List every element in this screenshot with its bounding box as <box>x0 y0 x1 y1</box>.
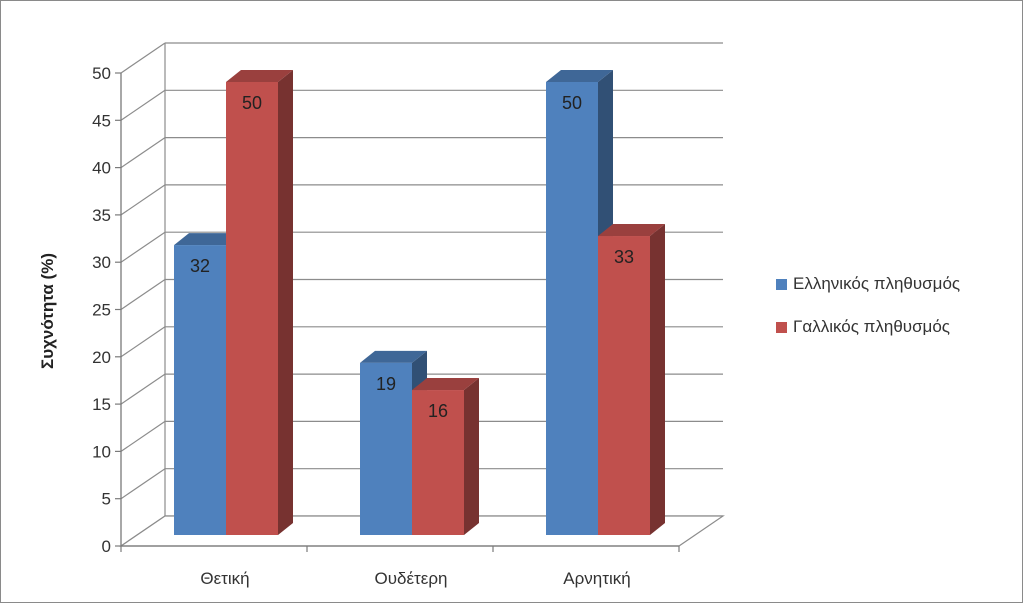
bar <box>174 245 226 535</box>
gridline-connector <box>120 42 166 74</box>
data-labels: 32 50 19 16 50 33 <box>190 93 634 421</box>
bar <box>412 390 464 535</box>
gridline-connector <box>120 279 166 310</box>
gridline-connector <box>120 184 166 216</box>
gridline-connector <box>120 373 166 405</box>
y-tick-label: 30 <box>92 253 111 272</box>
legend-label: Γαλλικός πληθυσμός <box>793 317 950 336</box>
data-label: 19 <box>376 374 396 394</box>
y-tick-label: 20 <box>92 348 111 367</box>
data-label: 33 <box>614 247 634 267</box>
y-tick-label: 50 <box>92 64 111 83</box>
bar-top <box>412 378 479 391</box>
bar-top <box>226 70 293 82</box>
bar-top <box>360 350 427 363</box>
data-label: 16 <box>428 401 448 421</box>
legend-swatch <box>776 322 787 333</box>
y-tick-label: 0 <box>102 537 111 556</box>
gridline-connector <box>120 468 166 500</box>
bar-top <box>546 70 613 82</box>
y-tick-label: 40 <box>92 159 111 178</box>
gridline-connector <box>120 326 166 358</box>
bar-side <box>278 70 293 535</box>
bars <box>174 70 665 535</box>
data-label: 50 <box>242 93 262 113</box>
data-label: 50 <box>562 93 582 113</box>
gridline-connector <box>120 231 166 263</box>
gridline-connector <box>120 420 166 452</box>
legend-label: Ελληνικός πληθυσμός <box>793 274 960 293</box>
y-axis: 0 5 10 15 20 25 30 35 40 45 50 <box>92 64 122 556</box>
y-tick-label: 35 <box>92 206 111 225</box>
bar-side <box>650 224 665 535</box>
bar <box>226 82 278 535</box>
y-tick-label: 10 <box>92 442 111 461</box>
bar-side <box>464 378 479 535</box>
bar-top <box>598 224 665 237</box>
y-tick-label: 45 <box>92 111 111 130</box>
bar-top <box>174 233 241 246</box>
x-tick-label: Ουδέτερη <box>375 569 448 588</box>
gridline-connector <box>120 89 166 121</box>
y-tick-label: 5 <box>102 490 111 509</box>
x-axis: Θετική Ουδέτερη Αρνητική <box>120 545 680 588</box>
gridline-connector <box>120 137 166 169</box>
bar <box>546 82 598 535</box>
x-tick-label: Αρνητική <box>563 569 630 588</box>
legend: Ελληνικός πληθυσμός Γαλλικός πληθυσμός <box>776 274 960 336</box>
data-label: 32 <box>190 256 210 276</box>
y-axis-title: Συχνότητα (%) <box>38 253 57 369</box>
legend-swatch <box>776 279 787 290</box>
x-tick-label: Θετική <box>200 569 249 588</box>
y-tick-label: 15 <box>92 395 111 414</box>
y-tick-label: 25 <box>92 301 111 320</box>
bar <box>598 236 650 535</box>
bar <box>360 362 412 535</box>
